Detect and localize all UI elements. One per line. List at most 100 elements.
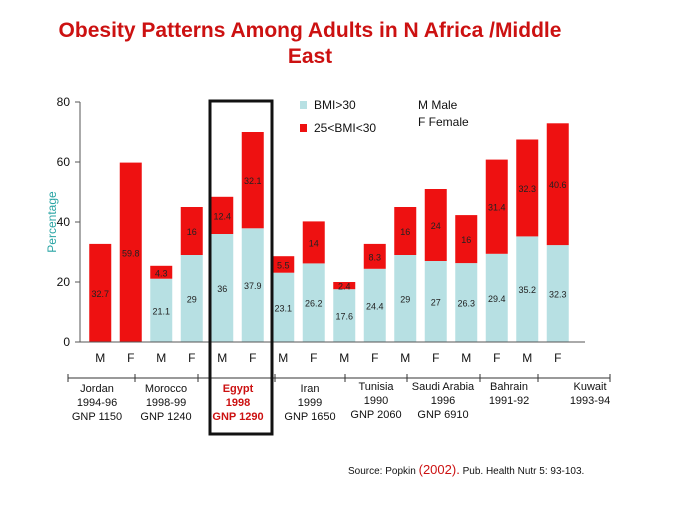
- data-label-bmi-25-30: 59.8: [122, 248, 140, 258]
- source-citation: Source: Popkin (2002). Pub. Health Nutr …: [348, 462, 584, 477]
- bar-bmi-25-30: [89, 243, 112, 342]
- data-label-bmi-over-30: 26.3: [457, 299, 475, 309]
- legend-note-female: F Female: [418, 115, 469, 129]
- group-name: Saudi Arabia: [412, 381, 475, 393]
- data-label-bmi-over-30: 36: [217, 284, 227, 294]
- bar-bmi-over-30: [546, 245, 569, 342]
- x-tick-label: M: [461, 351, 471, 365]
- bar-bmi-25-30: [302, 221, 325, 264]
- bar-bmi-over-30: [302, 263, 325, 342]
- group-year: 1998: [226, 397, 250, 409]
- group-year: 1998-99: [146, 397, 186, 409]
- bar-bmi-over-30: [150, 278, 173, 342]
- bar-bmi-25-30: [424, 189, 447, 261]
- y-tick-label: 80: [57, 95, 71, 109]
- y-axis-label: Percentage: [45, 191, 59, 253]
- x-tick-label: M: [95, 351, 105, 365]
- x-tick-label: M: [217, 351, 227, 365]
- data-label-bmi-25-30: 14: [309, 238, 319, 248]
- group-name: Jordan: [80, 383, 114, 395]
- data-label-bmi-25-30: 5.5: [277, 260, 290, 270]
- title-line-2: East: [287, 45, 333, 68]
- group-name: Bahrain: [490, 381, 528, 393]
- x-tick-label: F: [310, 351, 317, 365]
- bar-bmi-25-30: [211, 196, 234, 234]
- legend-swatch-bmi-25-30: [300, 124, 307, 132]
- group-name: Morocco: [145, 383, 187, 395]
- bar-bmi-over-30: [241, 228, 264, 342]
- y-tick-label: 60: [57, 155, 71, 169]
- group-year: 1999: [298, 397, 322, 409]
- group-gnp: GNP 6910: [417, 409, 468, 421]
- bar-bmi-25-30: [394, 207, 417, 255]
- data-label-bmi-25-30: 16: [461, 235, 471, 245]
- data-label-bmi-over-30: 17.6: [335, 312, 353, 322]
- group-year: 1994-96: [77, 397, 117, 409]
- data-label-bmi-over-30: 26.2: [305, 299, 323, 309]
- bar-bmi-over-30: [363, 268, 386, 342]
- group-name: Iran: [301, 383, 320, 395]
- data-label-bmi-25-30: 32.7: [91, 289, 109, 299]
- group-name: Kuwait: [573, 381, 606, 393]
- y-tick-label: 40: [57, 215, 71, 229]
- x-tick-label: F: [371, 351, 378, 365]
- bar-bmi-over-30: [180, 255, 203, 342]
- bar-bmi-25-30: [241, 132, 264, 229]
- legend-label-bmi-25-30: 25<BMI<30: [314, 121, 376, 135]
- data-label-bmi-25-30: 32.3: [518, 184, 536, 194]
- data-label-bmi-over-30: 32.3: [549, 290, 567, 300]
- bar-bmi-25-30: [180, 207, 203, 255]
- bar-bmi-25-30: [333, 282, 356, 290]
- group-gnp: GNP 1150: [72, 411, 122, 423]
- bar-bmi-over-30: [211, 234, 234, 342]
- group-name: Tunisia: [358, 381, 394, 393]
- bar-bmi-25-30: [516, 139, 539, 237]
- bar-bmi-over-30: [394, 255, 417, 342]
- data-label-bmi-25-30: 16: [400, 227, 410, 237]
- data-label-bmi-over-30: 29: [400, 295, 410, 305]
- x-tick-label: F: [432, 351, 439, 365]
- source-prefix: Source: Popkin: [348, 466, 419, 477]
- data-label-bmi-25-30: 2.4: [338, 282, 351, 292]
- x-tick-label: F: [249, 351, 256, 365]
- bar-bmi-over-30: [455, 263, 478, 342]
- legend-label-bmi-over-30: BMI>30: [314, 98, 356, 112]
- x-tick-label: M: [278, 351, 288, 365]
- bar-bmi-over-30: [333, 289, 356, 342]
- x-tick-label: M: [400, 351, 410, 365]
- group-name: Egypt: [223, 383, 254, 395]
- group-gnp: GNP 1290: [212, 411, 263, 423]
- bar-bmi-25-30: [272, 256, 295, 273]
- group-gnp: GNP 1650: [284, 411, 335, 423]
- legend-swatch-bmi-over-30: [300, 101, 307, 109]
- bar-bmi-over-30: [485, 253, 508, 342]
- bar-bmi-over-30: [516, 236, 539, 342]
- x-tick-label: F: [188, 351, 195, 365]
- bar-bmi-over-30: [272, 272, 295, 342]
- data-label-bmi-over-30: 37.9: [244, 281, 262, 291]
- data-label-bmi-25-30: 8.3: [368, 252, 381, 262]
- legend-note-male: M Male: [418, 98, 458, 112]
- bar-bmi-25-30: [546, 123, 569, 246]
- bar-bmi-25-30: [119, 162, 142, 342]
- x-tick-label: F: [493, 351, 500, 365]
- data-label-bmi-25-30: 24: [431, 221, 441, 231]
- bar-bmi-25-30: [363, 243, 386, 269]
- group-year: 1990: [364, 395, 388, 407]
- source-year: (2002).: [418, 462, 460, 477]
- data-label-bmi-over-30: 23.1: [274, 303, 292, 313]
- source-suffix: Pub. Health Nutr 5: 93-103.: [459, 466, 585, 477]
- data-label-bmi-25-30: 4.3: [155, 268, 168, 278]
- data-label-bmi-25-30: 16: [187, 227, 197, 237]
- x-tick-label: M: [156, 351, 166, 365]
- egypt-highlight-box: [208, 99, 274, 436]
- group-year: 1993-94: [570, 395, 610, 407]
- x-tick-label: M: [522, 351, 532, 365]
- bar-bmi-over-30: [424, 261, 447, 342]
- group-year: 1996: [431, 395, 455, 407]
- x-tick-label: F: [554, 351, 561, 365]
- bar-bmi-25-30: [455, 215, 478, 264]
- data-label-bmi-over-30: 29: [187, 295, 197, 305]
- data-label-bmi-25-30: 12.4: [213, 211, 231, 221]
